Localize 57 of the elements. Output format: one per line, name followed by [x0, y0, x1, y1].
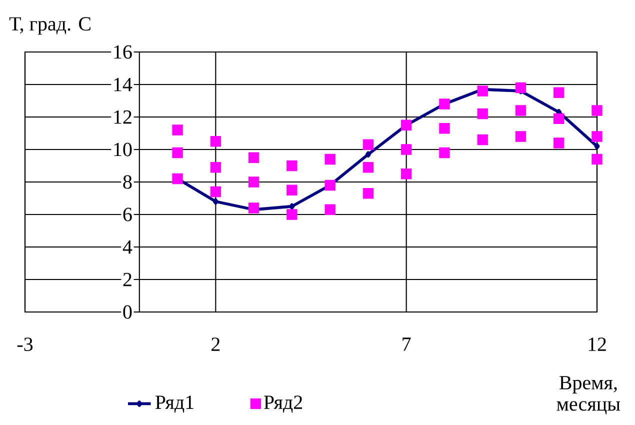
point [554, 138, 564, 148]
point [248, 202, 260, 214]
legend-label: Ряд1 [155, 396, 194, 413]
point [365, 151, 371, 158]
point [592, 154, 602, 165]
point [289, 203, 295, 210]
legend-label: Ряд2 [264, 396, 302, 413]
point [248, 176, 260, 188]
point [592, 105, 602, 116]
x-axis-title: Время, месяцы [556, 376, 620, 414]
y-tick-label: 2 [123, 272, 132, 286]
y-tick-label: 16 [114, 45, 132, 59]
point [515, 131, 526, 142]
point [172, 124, 183, 136]
y-tick-label: 10 [114, 142, 132, 156]
point [554, 87, 564, 98]
point [515, 82, 526, 94]
x-tick-label: -3 [17, 338, 33, 352]
y-tick-label: 8 [123, 175, 132, 189]
y-tick-label: 12 [114, 110, 132, 124]
y-tick-label: 4 [122, 240, 132, 254]
point [477, 134, 488, 146]
point [515, 105, 526, 116]
point [286, 209, 298, 220]
point [172, 173, 183, 184]
point [324, 180, 336, 191]
point [286, 184, 298, 196]
x-tick-label: 7 [402, 338, 411, 351]
point [210, 136, 222, 147]
point [362, 162, 374, 173]
point [362, 139, 374, 150]
point [248, 152, 260, 163]
point [401, 168, 412, 180]
point [401, 120, 412, 130]
point [362, 188, 374, 199]
y-tick-label: 14 [114, 78, 132, 92]
point [324, 204, 336, 215]
point [401, 144, 412, 155]
point [554, 113, 564, 124]
y-axis-title: Т, град. С [9, 17, 90, 35]
point [210, 186, 222, 198]
point [324, 154, 336, 165]
point [477, 108, 488, 120]
point [439, 98, 450, 110]
point [439, 147, 450, 158]
y-tick-label: 6 [123, 208, 132, 222]
x-tick-label: 12 [588, 338, 606, 351]
x-tick-label: 2 [212, 338, 220, 351]
point [286, 160, 298, 172]
point [477, 86, 488, 96]
y-tick-label: 0 [123, 305, 132, 319]
point [212, 198, 218, 205]
point [592, 131, 602, 142]
point [172, 147, 183, 158]
point [210, 162, 222, 173]
point [439, 123, 450, 134]
point [594, 143, 600, 150]
